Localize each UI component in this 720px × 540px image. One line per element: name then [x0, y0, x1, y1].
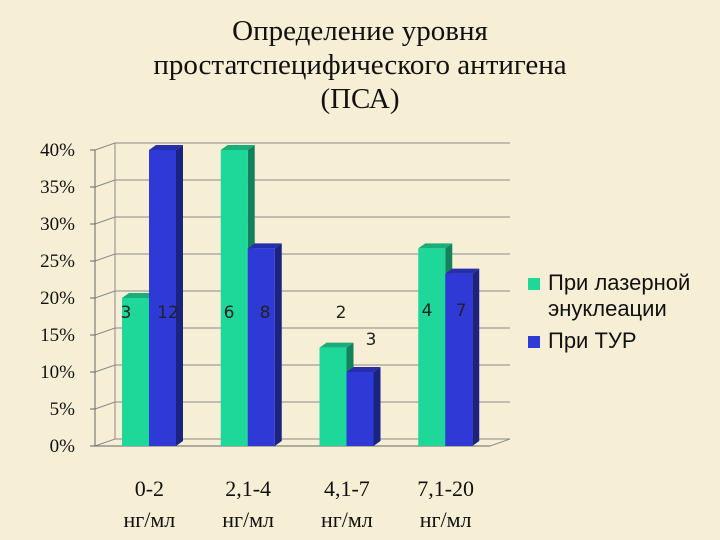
legend-swatch-laser [528, 278, 540, 290]
data-label: 8 [260, 303, 271, 323]
y-tick-label: 10% [40, 362, 75, 383]
x-tick-label: 2,1-4 [225, 476, 271, 501]
bar-top [319, 342, 354, 348]
y-tick-label: 30% [40, 214, 75, 235]
y-tick-label: 20% [40, 288, 75, 309]
depth-line [94, 327, 116, 336]
x-tick-label: 4,1-7 [324, 476, 370, 501]
x-tick-label: нг/мл [222, 507, 274, 532]
data-label: 3 [366, 330, 377, 350]
y-tick-label: 15% [40, 325, 75, 346]
x-tick-label: 0-2 [135, 476, 164, 501]
legend-item-laser: При лазерной энуклеации [528, 270, 718, 322]
bar [418, 248, 446, 446]
data-label: 7 [456, 301, 467, 321]
bar-top [122, 293, 156, 298]
bar-side [472, 268, 480, 446]
bar [149, 150, 176, 446]
depth-line [94, 142, 116, 151]
depth-line [94, 216, 116, 225]
bar [122, 298, 149, 446]
bar [346, 372, 374, 446]
title-line-3: (ПСА) [320, 83, 400, 115]
depth-line [94, 290, 116, 299]
legend-label-laser: При лазерной энуклеации [548, 270, 691, 321]
bar-top [346, 367, 381, 372]
chart-title: Определение уровня простатспецифического… [0, 14, 720, 116]
y-tick-label: 0% [50, 436, 76, 457]
x-tick-label: нг/мл [321, 507, 373, 532]
bar-side [373, 367, 381, 446]
legend: При лазерной энуклеации При ТУР [528, 270, 718, 360]
bar [247, 248, 275, 446]
bar [445, 273, 473, 446]
x-tick-label: нг/мл [123, 507, 175, 532]
bar-top [445, 268, 480, 274]
bar-top [149, 145, 183, 150]
bar [319, 347, 347, 446]
depth-line [94, 364, 116, 373]
data-label: 2 [336, 303, 347, 323]
x-tick-label: 7,1-20 [417, 476, 474, 501]
x-tick-label: нг/мл [420, 507, 472, 532]
data-label: 4 [422, 301, 433, 321]
depth-line [94, 438, 116, 447]
depth-line [94, 401, 116, 410]
bar-side [176, 145, 183, 446]
depth-line [94, 253, 116, 262]
legend-swatch-tur [528, 336, 540, 348]
bar-top [418, 243, 453, 249]
y-tick-label: 35% [40, 177, 75, 198]
y-tick-label: 25% [40, 251, 75, 272]
bar-side [274, 243, 282, 446]
bar-top [220, 145, 255, 150]
title-line-2: простатспецифического антигена [153, 49, 567, 81]
data-label: 12 [157, 303, 179, 323]
data-label: 3 [121, 303, 132, 323]
data-label: 6 [224, 303, 235, 323]
title-line-1: Определение уровня [232, 15, 488, 47]
depth-line [94, 179, 116, 188]
bar [220, 150, 248, 446]
bar-top [247, 243, 282, 249]
y-tick-label: 40% [40, 140, 75, 161]
legend-label-tur: При ТУР [548, 328, 637, 353]
legend-item-tur: При ТУР [528, 328, 718, 354]
floor-edge [489, 438, 511, 447]
y-tick-label: 5% [50, 399, 76, 420]
